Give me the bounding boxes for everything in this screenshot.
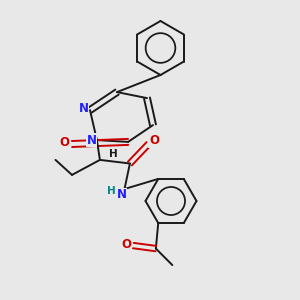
Text: O: O bbox=[149, 134, 159, 148]
Text: N: N bbox=[78, 102, 88, 115]
Text: N: N bbox=[116, 188, 127, 202]
Text: H: H bbox=[106, 186, 116, 197]
Text: H: H bbox=[109, 149, 118, 159]
Text: O: O bbox=[59, 136, 70, 149]
Text: N: N bbox=[86, 134, 97, 147]
Text: O: O bbox=[122, 238, 132, 250]
